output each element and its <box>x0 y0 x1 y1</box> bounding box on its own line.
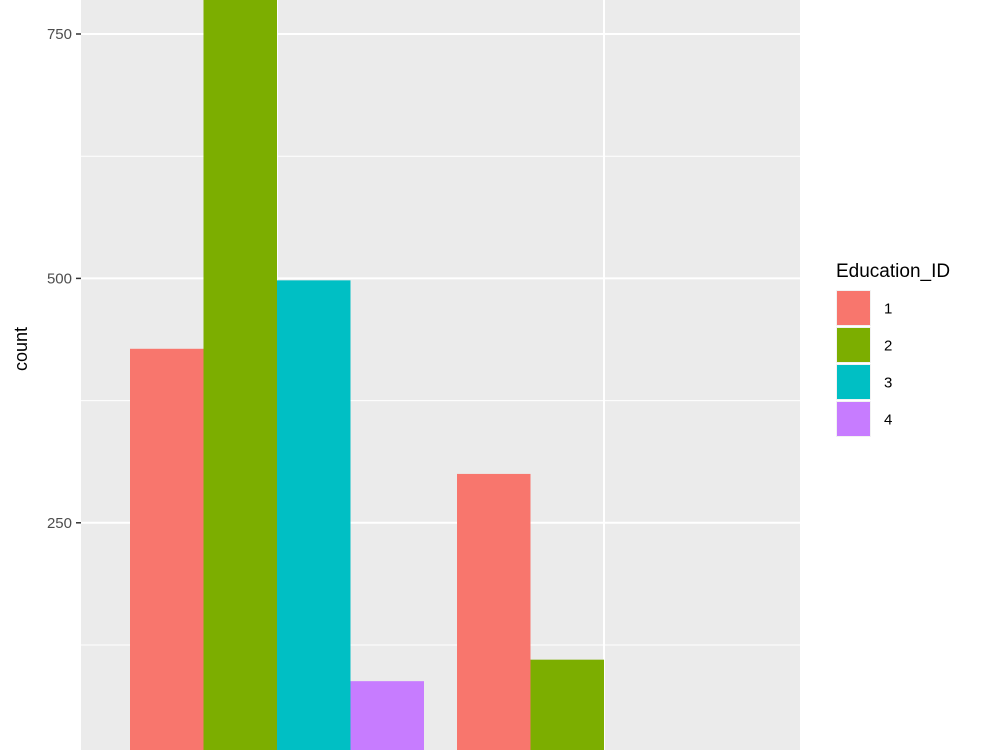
y-tick-label: 250 <box>47 515 72 532</box>
legend-key <box>837 402 870 436</box>
y-axis: 250 500 750 <box>47 26 81 532</box>
bars <box>130 0 604 750</box>
legend-key <box>837 328 870 362</box>
y-axis-title: count <box>11 327 31 371</box>
legend-label: 1 <box>884 301 892 318</box>
legend-label: 4 <box>884 412 892 429</box>
bar <box>530 659 604 750</box>
legend-title: Education_ID <box>836 261 950 282</box>
bar <box>457 473 531 750</box>
legend-label: 3 <box>884 375 892 392</box>
legend: Education_ID 1 2 3 4 <box>836 261 950 437</box>
y-tick-label: 750 <box>47 26 72 43</box>
bar <box>130 348 204 750</box>
legend-key <box>837 365 870 399</box>
legend-key <box>837 291 870 325</box>
legend-label: 2 <box>884 338 892 355</box>
bar <box>277 280 351 750</box>
bar <box>203 0 277 750</box>
y-tick-label: 500 <box>47 270 72 287</box>
bar <box>350 681 424 750</box>
